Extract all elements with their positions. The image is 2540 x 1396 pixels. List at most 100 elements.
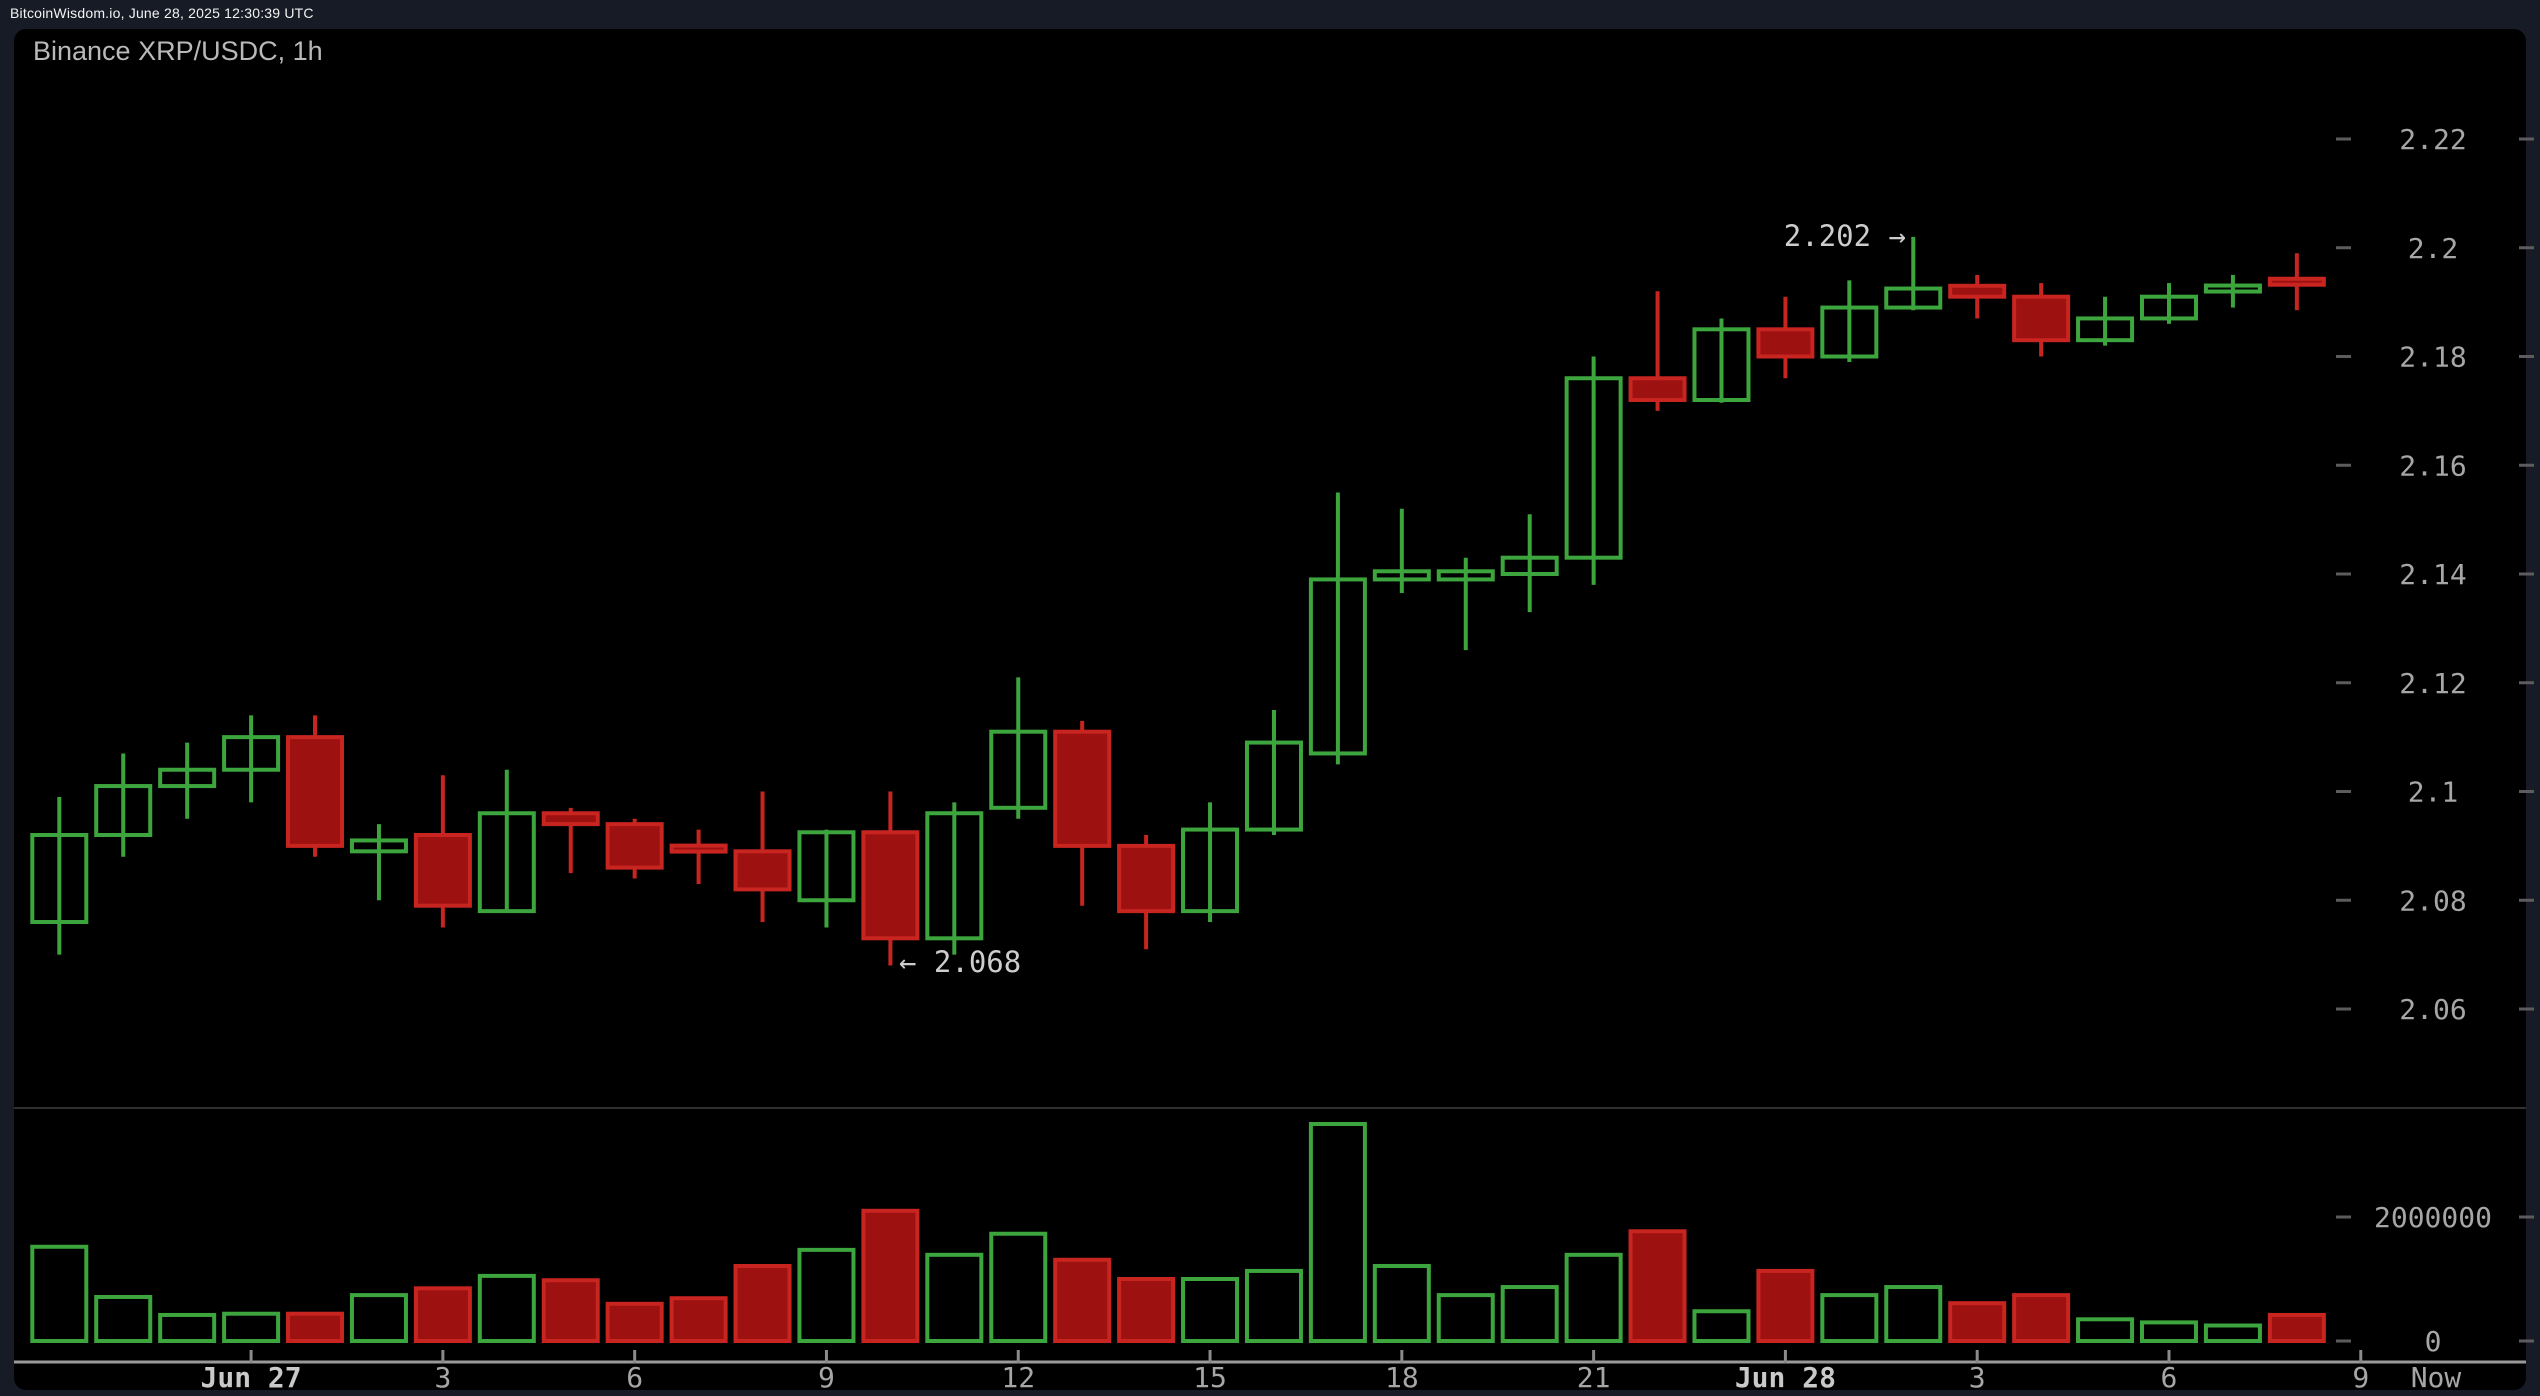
candle-body (222, 735, 281, 772)
volume-axis-layer: 2000000 0 (2336, 1201, 2534, 1358)
volume-bar (94, 1294, 153, 1343)
price-axis-label: 2.16 (2399, 449, 2466, 482)
volume-bar (541, 1278, 600, 1343)
candle-body (2203, 283, 2262, 294)
candle-body (925, 811, 984, 941)
volume-bar (925, 1252, 984, 1343)
candle-body (1117, 843, 1176, 914)
time-axis-label: 12 (1001, 1361, 1035, 1394)
candle-body (605, 822, 664, 870)
candle-body (413, 833, 472, 908)
volume-bars-layer (30, 1122, 2326, 1344)
volume-bar (733, 1263, 792, 1343)
volume-bar (1372, 1263, 1431, 1343)
price-axis-label: 2.2 (2408, 232, 2459, 265)
candle-body (286, 735, 345, 848)
candle-body (1181, 827, 1240, 914)
candlesticks-layer (30, 236, 2326, 966)
candle-body (541, 811, 600, 827)
price-axis-label: 2.14 (2399, 558, 2466, 591)
volume-bar (30, 1244, 89, 1344)
volume-bar (222, 1311, 281, 1343)
price-axis-label: 2.22 (2399, 123, 2466, 156)
price-axis-label: 2.08 (2399, 884, 2466, 917)
time-axis-label: 3 (1969, 1361, 1986, 1394)
candle-body (1564, 376, 1623, 560)
candle-body (158, 767, 217, 789)
candle-body (1436, 569, 1495, 582)
chart-background (14, 29, 2526, 1390)
volume-bar (2076, 1317, 2135, 1344)
price-axis-label: 2.06 (2399, 993, 2466, 1026)
volume-bar (605, 1301, 664, 1344)
time-axis-layer: Jun 27 3 6 9 12 15 18 21 Jun 28 3 6 9 Now (201, 1350, 2462, 1394)
candle-body (1820, 305, 1879, 359)
volume-axis-label: 2000000 (2374, 1201, 2492, 1234)
volume-bar (286, 1311, 345, 1343)
header-status-text: BitcoinWisdom.io, June 28, 2025 12:30:39… (10, 5, 314, 21)
volume-bar (1500, 1285, 1559, 1344)
candle-body (1628, 376, 1687, 402)
time-axis-label: 3 (434, 1361, 451, 1394)
time-axis-label: 9 (818, 1361, 835, 1394)
volume-bar (1436, 1293, 1495, 1343)
price-axis-label: 2.1 (2408, 776, 2459, 809)
candle-body (1500, 555, 1559, 576)
volume-bar (2267, 1312, 2326, 1343)
candle-body (1308, 577, 1367, 756)
time-axis-label: Jun 27 (201, 1361, 302, 1394)
time-axis-label: Jun 28 (1735, 1361, 1836, 1394)
time-axis-label: 6 (2161, 1361, 2178, 1394)
volume-axis-label: 0 (2425, 1325, 2442, 1358)
time-axis-label: Now (2411, 1361, 2462, 1394)
candle-body (1948, 283, 2007, 299)
header-bar: BitcoinWisdom.io, June 28, 2025 12:30:39… (0, 0, 2540, 29)
volume-bar (669, 1296, 728, 1343)
candle-body (989, 729, 1048, 810)
volume-bar (1692, 1309, 1751, 1343)
candle-body (1053, 729, 1112, 848)
volume-bar (1117, 1277, 1176, 1343)
volume-bar (1820, 1293, 1879, 1343)
time-axis-label: 6 (626, 1361, 643, 1394)
time-axis-label: 18 (1385, 1361, 1419, 1394)
high-price-annotation: 2.202 → (1784, 219, 1906, 253)
chart-title: Binance XRP/USDC, 1h (33, 36, 323, 66)
candle-body (477, 811, 536, 914)
candle-body (861, 830, 920, 941)
candle-body (94, 784, 153, 837)
volume-bar (989, 1231, 1048, 1343)
candle-body (2012, 294, 2071, 343)
price-axis-label: 2.18 (2399, 341, 2466, 374)
volume-bar (2203, 1323, 2262, 1343)
candle-body (30, 833, 89, 924)
volume-bar (1948, 1301, 2007, 1344)
time-axis-label: 15 (1193, 1361, 1227, 1394)
candle-body (669, 843, 728, 854)
price-axis-label: 2.12 (2399, 667, 2466, 700)
volume-bar (158, 1312, 217, 1343)
volume-bar (1244, 1268, 1303, 1343)
volume-bar (2012, 1293, 2071, 1343)
candle-body (2139, 294, 2198, 321)
candle-body (733, 849, 792, 892)
volume-bar (1181, 1277, 1240, 1343)
time-axis-label: 9 (2352, 1361, 2369, 1394)
candle-body (1884, 286, 1943, 310)
candle-body (2076, 316, 2135, 343)
volume-bar (797, 1247, 856, 1343)
candle-body (2267, 276, 2326, 287)
candle-body (1372, 569, 1431, 582)
volume-bar (413, 1286, 472, 1344)
volume-bar (477, 1273, 536, 1344)
price-axis-layer: 2.22 2.2 2.18 2.16 2.14 2.12 2.1 2.08 2.06 (2336, 123, 2534, 1026)
volume-bar (861, 1208, 920, 1344)
volume-bar (1564, 1252, 1623, 1343)
volume-bar (1628, 1229, 1687, 1344)
time-axis-label: 21 (1577, 1361, 1611, 1394)
candle-body (1756, 327, 1815, 359)
volume-bar (1756, 1268, 1815, 1343)
candle-body (1692, 327, 1751, 402)
